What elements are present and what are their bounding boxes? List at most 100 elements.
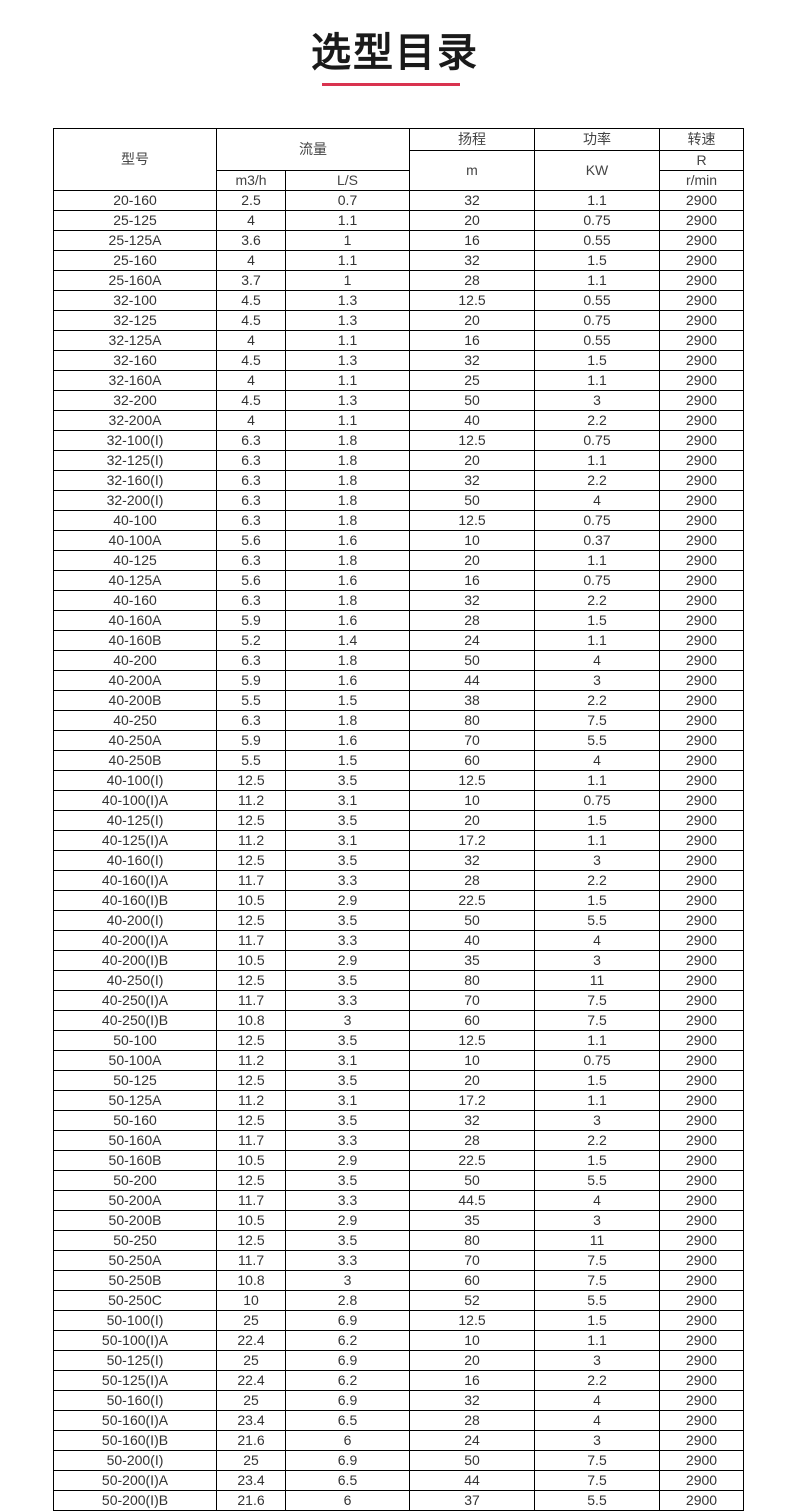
cell-flow-ls: 1.8 [285, 430, 410, 451]
cell-model: 50-160(I)A [53, 1410, 217, 1431]
cell-head: 17.2 [409, 830, 535, 851]
cell-speed: 2900 [659, 1330, 744, 1351]
cell-flow-ls: 6 [285, 1490, 410, 1511]
cell-flow-ls: 2.9 [285, 1150, 410, 1171]
cell-power: 5.5 [534, 730, 660, 751]
cell-flow-m3h: 6.3 [216, 650, 286, 671]
cell-head: 32 [409, 350, 535, 371]
cell-head: 28 [409, 870, 535, 891]
cell-power: 0.75 [534, 310, 660, 331]
cell-flow-ls: 6.9 [285, 1310, 410, 1331]
cell-model: 50-100(I)A [53, 1330, 217, 1351]
cell-flow-m3h: 4 [216, 250, 286, 271]
cell-head: 22.5 [409, 890, 535, 911]
cell-flow-m3h: 5.5 [216, 690, 286, 711]
cell-power: 3 [534, 1430, 660, 1451]
table-row: 32-100(I) 6.3 1.8 12.5 0.75 2900 [53, 430, 744, 451]
cell-speed: 2900 [659, 190, 744, 211]
cell-speed: 2900 [659, 890, 744, 911]
cell-power: 0.75 [534, 210, 660, 231]
table-row: 32-160A 4 1.1 25 1.1 2900 [53, 370, 744, 391]
cell-head: 24 [409, 1430, 535, 1451]
table-row: 50-125A 11.2 3.1 17.2 1.1 2900 [53, 1090, 744, 1111]
cell-flow-m3h: 10.5 [216, 1150, 286, 1171]
cell-speed: 2900 [659, 830, 744, 851]
cell-flow-m3h: 12.5 [216, 850, 286, 871]
cell-power: 1.5 [534, 1150, 660, 1171]
cell-model: 40-160 [53, 590, 217, 611]
cell-head: 60 [409, 750, 535, 771]
table-row: 32-160(I) 6.3 1.8 32 2.2 2900 [53, 470, 744, 491]
cell-head: 16 [409, 1370, 535, 1391]
cell-flow-ls: 6 [285, 1430, 410, 1451]
cell-speed: 2900 [659, 270, 744, 291]
table-row: 40-200 6.3 1.8 50 4 2900 [53, 650, 744, 671]
cell-flow-ls: 3.5 [285, 850, 410, 871]
cell-model: 50-160(I)B [53, 1430, 217, 1451]
table-row: 50-100(I) 25 6.9 12.5 1.5 2900 [53, 1310, 744, 1331]
cell-speed: 2900 [659, 1450, 744, 1471]
cell-speed: 2900 [659, 970, 744, 991]
cell-flow-ls: 3.5 [285, 970, 410, 991]
cell-head: 50 [409, 390, 535, 411]
cell-speed: 2900 [659, 1290, 744, 1311]
cell-flow-m3h: 12.5 [216, 1170, 286, 1191]
cell-speed: 2900 [659, 930, 744, 951]
table-row: 50-250C 10 2.8 52 5.5 2900 [53, 1290, 744, 1311]
table-row: 40-160(I) 12.5 3.5 32 3 2900 [53, 850, 744, 871]
cell-power: 0.75 [534, 790, 660, 811]
cell-flow-m3h: 4.5 [216, 350, 286, 371]
cell-power: 1.1 [534, 190, 660, 211]
cell-power: 5.5 [534, 910, 660, 931]
cell-model: 40-200B [53, 690, 217, 711]
cell-power: 2.2 [534, 870, 660, 891]
cell-head: 70 [409, 990, 535, 1011]
cell-flow-ls: 6.9 [285, 1390, 410, 1411]
cell-model: 32-200 [53, 390, 217, 411]
cell-model: 50-200 [53, 1170, 217, 1191]
cell-flow-m3h: 6.3 [216, 590, 286, 611]
cell-model: 20-160 [53, 190, 217, 211]
cell-flow-ls: 2.9 [285, 890, 410, 911]
cell-model: 40-125 [53, 550, 217, 571]
cell-speed: 2900 [659, 950, 744, 971]
table-row: 32-200(I) 6.3 1.8 50 4 2900 [53, 490, 744, 511]
cell-power: 1.5 [534, 1070, 660, 1091]
cell-speed: 2900 [659, 410, 744, 431]
cell-flow-ls: 3.5 [285, 1110, 410, 1131]
cell-flow-ls: 1.1 [285, 210, 410, 231]
cell-head: 32 [409, 850, 535, 871]
cell-head: 32 [409, 190, 535, 211]
cell-power: 2.2 [534, 410, 660, 431]
cell-flow-ls: 2.9 [285, 1210, 410, 1231]
cell-head: 20 [409, 1070, 535, 1091]
cell-flow-m3h: 11.2 [216, 1090, 286, 1111]
cell-flow-ls: 3.3 [285, 990, 410, 1011]
cell-speed: 2900 [659, 1130, 744, 1151]
table-row: 40-250(I) 12.5 3.5 80 11 2900 [53, 970, 744, 991]
cell-model: 32-200A [53, 410, 217, 431]
cell-flow-ls: 1.1 [285, 330, 410, 351]
cell-flow-m3h: 2.5 [216, 190, 286, 211]
cell-flow-m3h: 5.9 [216, 730, 286, 751]
cell-speed: 2900 [659, 1270, 744, 1291]
cell-flow-m3h: 12.5 [216, 910, 286, 931]
table-row: 50-100 12.5 3.5 12.5 1.1 2900 [53, 1030, 744, 1051]
cell-flow-ls: 1.8 [285, 450, 410, 471]
cell-flow-ls: 3 [285, 1270, 410, 1291]
cell-flow-ls: 3.1 [285, 790, 410, 811]
cell-model: 32-160(I) [53, 470, 217, 491]
cell-head: 10 [409, 1330, 535, 1351]
table-row: 50-200(I) 25 6.9 50 7.5 2900 [53, 1450, 744, 1471]
cell-power: 4 [534, 1410, 660, 1431]
cell-flow-ls: 1 [285, 230, 410, 251]
table-row: 50-100A 11.2 3.1 10 0.75 2900 [53, 1050, 744, 1071]
cell-power: 1.5 [534, 250, 660, 271]
cell-speed: 2900 [659, 610, 744, 631]
cell-model: 40-100(I)A [53, 790, 217, 811]
cell-speed: 2900 [659, 790, 744, 811]
table-row: 40-200A 5.9 1.6 44 3 2900 [53, 670, 744, 691]
cell-flow-ls: 1.8 [285, 710, 410, 731]
table-row: 32-125(I) 6.3 1.8 20 1.1 2900 [53, 450, 744, 471]
cell-flow-m3h: 6.3 [216, 450, 286, 471]
